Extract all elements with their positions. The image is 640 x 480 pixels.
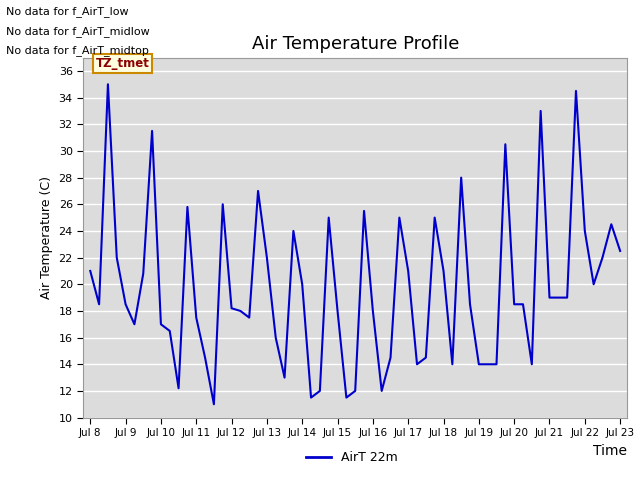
Y-axis label: Air Temperature (C): Air Temperature (C) <box>40 176 53 299</box>
Text: No data for f_AirT_midlow: No data for f_AirT_midlow <box>6 25 150 36</box>
Title: Air Temperature Profile: Air Temperature Profile <box>252 35 459 53</box>
Text: No data for f_AirT_low: No data for f_AirT_low <box>6 6 129 17</box>
Legend: AirT 22m: AirT 22m <box>301 446 403 469</box>
Text: TZ_tmet: TZ_tmet <box>95 57 149 70</box>
X-axis label: Time: Time <box>593 444 627 457</box>
Text: No data for f_AirT_midtop: No data for f_AirT_midtop <box>6 45 149 56</box>
